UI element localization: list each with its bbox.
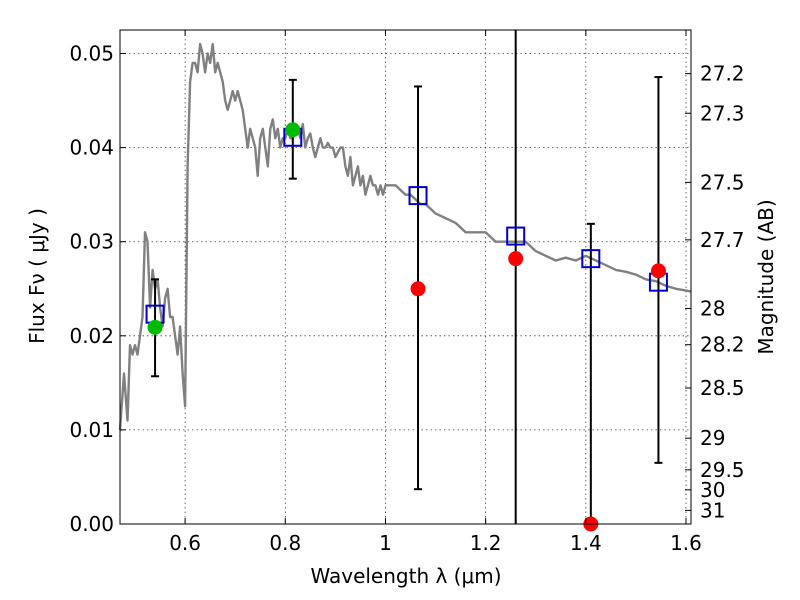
x-tick-label: 1.6 xyxy=(670,531,702,555)
y-tick-label: 0.02 xyxy=(69,324,114,348)
magnitude-tick-label: 27.5 xyxy=(700,170,745,194)
x-tick-label: 0.8 xyxy=(269,531,301,555)
x-tick-label: 1.2 xyxy=(470,531,502,555)
magnitude-tick-label: 27.7 xyxy=(700,228,745,252)
sed-layer xyxy=(118,42,692,430)
sed-model-line xyxy=(118,42,692,430)
magnitude-tick-label: 29 xyxy=(700,426,725,450)
x-tick-label: 0.6 xyxy=(169,531,201,555)
y-axis-label: Flux Fν ( μJy ) xyxy=(25,208,49,344)
magnitude-tick-label: 29.5 xyxy=(700,458,745,482)
model-photometry-square xyxy=(581,249,601,269)
magnitude-tick-label: 31 xyxy=(700,498,725,522)
observed-point xyxy=(650,263,666,279)
magnitude-tick-label: 30 xyxy=(700,478,725,502)
y-axis-right-label: Magnitude (AB) xyxy=(754,199,778,354)
marker-layer xyxy=(145,122,668,532)
magnitude-tick-label: 27.3 xyxy=(700,101,745,125)
x-tick-label: 1.4 xyxy=(570,531,602,555)
x-tick-label: 1 xyxy=(379,531,392,555)
tick-layer xyxy=(120,30,691,525)
tick-label-layer: 0.6 0.8 1 1.2 1.4 1.6 0.00 0.01 0.02 0.03 0.04 0.05… xyxy=(69,42,744,555)
detection-point xyxy=(285,122,301,138)
y-tick-label: 0.04 xyxy=(69,136,114,160)
magnitude-tick-label: 28.2 xyxy=(700,333,745,357)
grid-lines xyxy=(120,30,691,525)
plot-frame xyxy=(119,29,692,525)
magnitude-tick-label: 27.2 xyxy=(700,62,745,86)
model-photometry-square xyxy=(408,186,428,206)
magnitude-tick-label: 28.5 xyxy=(700,376,745,400)
y-tick-label: 0.03 xyxy=(69,230,114,254)
detection-point xyxy=(147,319,163,335)
y-tick-label: 0.01 xyxy=(69,418,114,442)
y-tick-label: 0.05 xyxy=(69,42,114,66)
y-tick-label: 0.00 xyxy=(69,512,114,536)
observed-point xyxy=(410,281,426,297)
x-axis-label: Wavelength λ (μm) xyxy=(310,564,501,588)
observed-point xyxy=(508,251,524,267)
magnitude-tick-label: 28 xyxy=(700,296,725,320)
model-photometry-square xyxy=(506,226,526,246)
